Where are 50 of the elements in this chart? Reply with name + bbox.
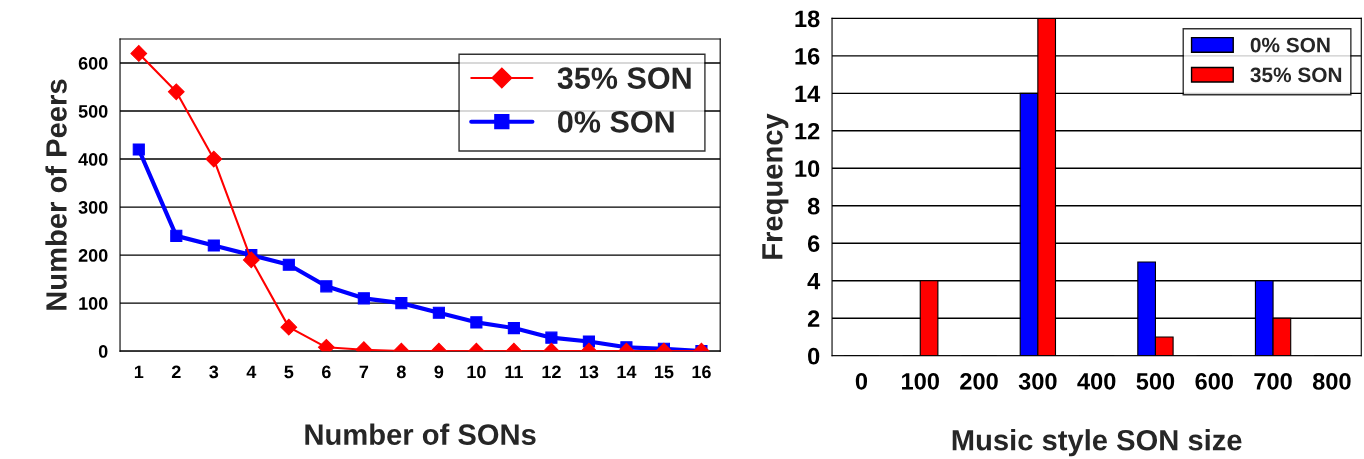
x-tick-label: 15 — [655, 365, 674, 379]
y-tick-label: 400 — [78, 153, 108, 166]
x-tick-label: 8 — [396, 365, 406, 379]
y-axis-title: Frequency — [762, 113, 789, 259]
x-tick-label: 1 — [134, 365, 144, 379]
y-tick-label: 8 — [807, 197, 820, 215]
legend-label: 0% SON — [558, 111, 674, 133]
x-tick-label: 200 — [960, 373, 998, 390]
y-tick-label: 2 — [807, 310, 820, 327]
y-axis-title: Number of Peers — [45, 79, 67, 310]
x-tick-label: 600 — [1195, 373, 1233, 390]
x-tick-label: 800 — [1312, 373, 1351, 390]
y-tick-label: 200 — [78, 249, 108, 262]
x-tick-label: 0 — [855, 373, 868, 390]
y-tick-label: 12 — [795, 122, 820, 140]
y-tick-label: 0 — [98, 345, 108, 358]
x-tick-label: 7 — [359, 365, 369, 379]
x-tick-label: 16 — [692, 365, 711, 379]
x-tick-label: 400 — [1077, 373, 1116, 390]
y-tick-label: 18 — [795, 10, 820, 28]
legend-label: 35% SON — [1250, 67, 1342, 83]
x-tick-label: 14 — [617, 365, 637, 379]
y-tick-label: 500 — [78, 104, 108, 118]
x-tick-label: 2 — [171, 365, 181, 379]
x-tick-label: 700 — [1254, 373, 1292, 390]
x-tick-label: 300 — [1018, 373, 1057, 390]
y-tick-label: 4 — [807, 273, 821, 290]
y-tick-label: 0 — [808, 347, 820, 365]
y-tick-label: 6 — [807, 235, 820, 253]
y-tick-label: 10 — [795, 160, 820, 178]
x-tick-label: 500 — [1136, 373, 1175, 390]
x-tick-label: 6 — [321, 365, 331, 379]
x-tick-label: 9 — [434, 365, 444, 379]
x-tick-label: 5 — [284, 365, 294, 379]
legend-label: 0% SON — [1250, 37, 1330, 53]
x-tick-label: 11 — [505, 365, 523, 379]
y-tick-label: 100 — [79, 297, 108, 310]
y-tick-label: 14 — [795, 85, 821, 102]
y-tick-label: 600 — [78, 56, 108, 70]
y-tick-label: 300 — [78, 201, 108, 214]
x-tick-label: 4 — [246, 365, 257, 379]
x-tick-label: 100 — [902, 373, 939, 390]
x-tick-label: 12 — [542, 365, 561, 379]
x-tick-label: 13 — [580, 365, 599, 379]
x-tick-label: 3 — [209, 365, 219, 379]
x-axis-title: Music style SON size — [952, 429, 1242, 457]
x-axis-title: Number of SONs — [305, 423, 536, 445]
legend-label: 35% SON — [557, 67, 691, 89]
x-tick-label: 10 — [467, 365, 486, 379]
y-tick-label: 16 — [795, 47, 820, 65]
